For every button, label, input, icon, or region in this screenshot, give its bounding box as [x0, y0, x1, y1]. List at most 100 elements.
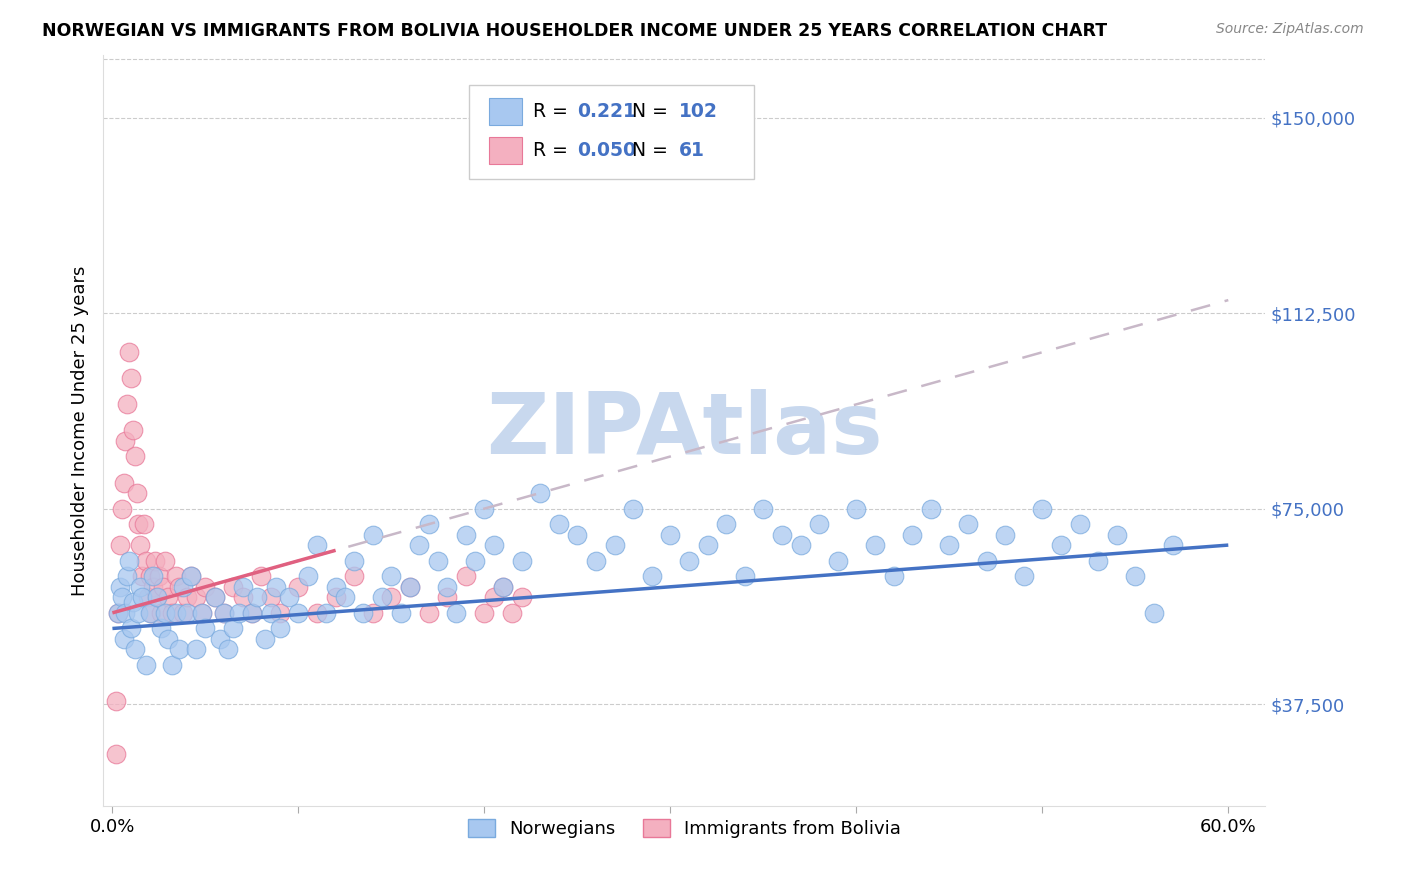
Point — [176, 591, 198, 605]
Point — [117, 569, 139, 583]
Point — [678, 554, 700, 568]
Point — [994, 527, 1017, 541]
Point — [204, 591, 226, 605]
Point — [976, 554, 998, 568]
Text: R =: R = — [533, 102, 574, 121]
Point — [845, 501, 868, 516]
Point — [1105, 527, 1128, 541]
Point — [454, 527, 477, 541]
Point — [250, 569, 273, 583]
Point — [120, 622, 142, 636]
Point — [118, 345, 141, 359]
Point — [217, 642, 239, 657]
Point — [547, 517, 569, 532]
Point — [808, 517, 831, 532]
Point — [287, 606, 309, 620]
Point — [136, 591, 159, 605]
Text: Source: ZipAtlas.com: Source: ZipAtlas.com — [1216, 22, 1364, 37]
Point — [118, 554, 141, 568]
Point — [827, 554, 849, 568]
Point — [770, 527, 793, 541]
Point — [124, 450, 146, 464]
Point — [190, 606, 212, 620]
Point — [253, 632, 276, 646]
Point — [259, 591, 281, 605]
Point — [287, 580, 309, 594]
Point — [176, 606, 198, 620]
Point — [1069, 517, 1091, 532]
Point — [204, 591, 226, 605]
Point — [418, 606, 440, 620]
Point — [938, 538, 960, 552]
Point — [172, 606, 194, 620]
Point — [160, 657, 183, 672]
Point — [169, 580, 191, 594]
Point — [1050, 538, 1073, 552]
Text: 0.050: 0.050 — [578, 141, 637, 160]
Point — [474, 606, 496, 620]
Point — [157, 632, 180, 646]
Point — [169, 642, 191, 657]
Point — [529, 486, 551, 500]
Point — [132, 517, 155, 532]
Y-axis label: Householder Income Under 25 years: Householder Income Under 25 years — [72, 265, 89, 596]
Point — [138, 569, 160, 583]
Point — [278, 591, 301, 605]
Point — [1123, 569, 1146, 583]
Point — [714, 517, 737, 532]
Point — [343, 554, 366, 568]
Point — [135, 657, 157, 672]
Point — [131, 569, 153, 583]
Point — [112, 632, 135, 646]
Text: N =: N = — [626, 102, 673, 121]
Legend: Norwegians, Immigrants from Bolivia: Norwegians, Immigrants from Bolivia — [460, 812, 908, 846]
Point — [114, 606, 136, 620]
Point — [107, 606, 129, 620]
Point — [436, 580, 458, 594]
Point — [454, 569, 477, 583]
Text: 102: 102 — [679, 102, 717, 121]
Point — [361, 527, 384, 541]
Point — [418, 517, 440, 532]
FancyBboxPatch shape — [489, 98, 522, 125]
Point — [389, 606, 412, 620]
Point — [153, 606, 176, 620]
Point — [269, 606, 291, 620]
Point — [567, 527, 589, 541]
Point — [149, 606, 172, 620]
Point — [112, 475, 135, 490]
Point — [474, 501, 496, 516]
Point — [621, 501, 644, 516]
Point — [146, 591, 169, 605]
Point — [138, 606, 160, 620]
Point — [1087, 554, 1109, 568]
Point — [184, 591, 207, 605]
Point — [120, 371, 142, 385]
Point — [446, 606, 468, 620]
Point — [111, 591, 134, 605]
Text: ZIPAtlas: ZIPAtlas — [486, 389, 883, 472]
Point — [124, 642, 146, 657]
Point — [492, 580, 515, 594]
Point — [180, 569, 202, 583]
Point — [157, 591, 180, 605]
Point — [142, 580, 165, 594]
Point — [399, 580, 422, 594]
Point — [125, 486, 148, 500]
Point — [426, 554, 449, 568]
Point — [1012, 569, 1035, 583]
Point — [901, 527, 924, 541]
Point — [863, 538, 886, 552]
Point — [585, 554, 607, 568]
Point — [160, 606, 183, 620]
Point — [305, 606, 328, 620]
Point — [146, 591, 169, 605]
Point — [105, 747, 128, 761]
Point — [111, 501, 134, 516]
Point — [380, 569, 402, 583]
Point — [127, 517, 149, 532]
Point — [659, 527, 682, 541]
Point — [482, 538, 505, 552]
Point — [464, 554, 486, 568]
Point — [107, 606, 129, 620]
